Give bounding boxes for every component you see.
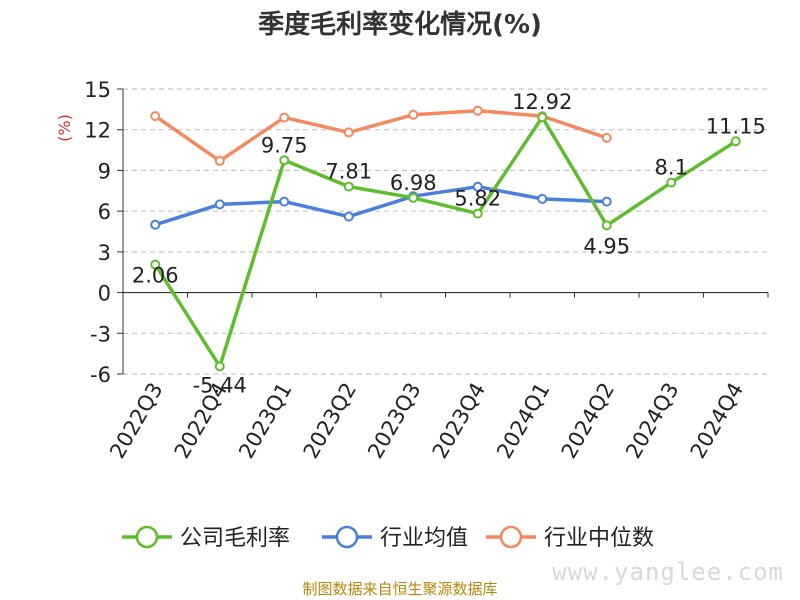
watermark: www.yanglee.com <box>552 558 784 586</box>
data-point <box>214 155 225 166</box>
data-point <box>601 220 612 231</box>
legend-marker <box>335 525 359 549</box>
data-label: 5.82 <box>454 187 501 211</box>
data-labels: 2.06 -5.44 9.75 7.81 6.98 5.82 12.92 4.95 8.1 11.… <box>132 90 766 397</box>
source-note: 制图数据来自恒生聚源数据库 <box>302 580 498 598</box>
data-point <box>408 109 419 120</box>
legend: 公司毛利率 行业均值 行业中位数 <box>122 525 654 551</box>
data-point <box>279 112 290 123</box>
legend-label: 行业中位数 <box>544 526 654 551</box>
y-tick-label: -3 <box>90 322 111 346</box>
data-label: 2.06 <box>132 264 179 288</box>
legend-marker <box>499 525 523 549</box>
y-tick-label: 3 <box>98 241 111 265</box>
data-label: 4.95 <box>583 234 630 258</box>
series-points <box>150 105 741 372</box>
data-point <box>279 196 290 207</box>
chart-title: 季度毛利率变化情况(%) <box>258 10 542 40</box>
data-point <box>214 361 225 372</box>
y-tick-label: 0 <box>98 282 111 306</box>
y-tick-label: 6 <box>98 200 111 224</box>
x-tick-label: 2023Q4 <box>428 379 490 463</box>
data-point <box>666 177 677 188</box>
data-point <box>343 127 354 138</box>
y-tick-label: 9 <box>98 159 111 183</box>
data-point <box>472 105 483 116</box>
data-point <box>150 259 161 270</box>
data-label: 11.15 <box>706 114 766 138</box>
data-point <box>214 199 225 210</box>
x-tick-label: 2024Q2 <box>557 379 619 463</box>
series-line <box>153 115 738 369</box>
series-line <box>153 184 609 227</box>
data-point <box>343 181 354 192</box>
data-point <box>601 132 612 143</box>
y-axis-label: (%) <box>55 114 74 142</box>
data-label: 7.81 <box>325 160 372 184</box>
data-point <box>150 111 161 122</box>
legend-marker <box>135 525 159 549</box>
data-point <box>150 219 161 230</box>
y-tick-label: 12 <box>84 119 111 143</box>
data-point <box>408 192 419 203</box>
data-point <box>537 112 548 123</box>
series-lines <box>153 108 738 369</box>
y-tick-label: 15 <box>84 78 111 102</box>
data-point <box>343 211 354 222</box>
data-label: 12.92 <box>512 90 572 114</box>
data-point <box>601 196 612 207</box>
data-point <box>279 155 290 166</box>
y-tick-label: -6 <box>90 363 111 387</box>
legend-label: 行业均值 <box>380 526 468 551</box>
data-point <box>472 181 483 192</box>
grid-lines <box>123 88 768 375</box>
x-tick-label: 2022Q3 <box>105 379 167 463</box>
x-tick-label: 2024Q3 <box>621 379 683 463</box>
data-label: 9.75 <box>261 133 308 157</box>
x-tick-label: 2024Q4 <box>686 379 748 463</box>
data-point <box>730 136 741 147</box>
data-point <box>472 208 483 219</box>
legend-label: 公司毛利率 <box>180 526 290 551</box>
data-label: 8.1 <box>655 156 688 180</box>
series-line <box>153 108 609 163</box>
data-point <box>537 193 548 204</box>
x-tick-label: 2023Q2 <box>299 379 361 463</box>
data-label: -5.44 <box>193 373 247 397</box>
data-label: 6.98 <box>390 171 437 195</box>
x-tick-label: 2024Q1 <box>492 379 554 463</box>
x-tick-label: 2023Q3 <box>363 379 425 463</box>
